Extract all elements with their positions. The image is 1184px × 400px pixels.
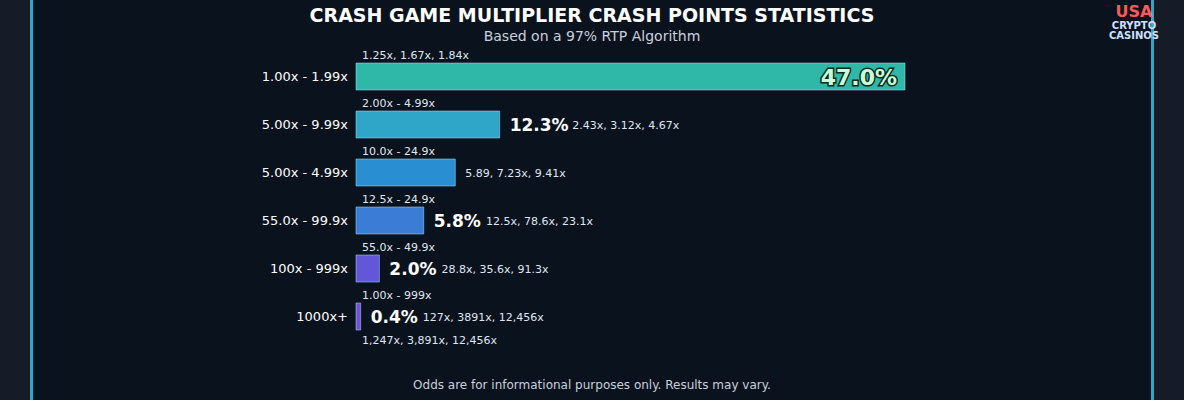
- svg-text:1.00x - 999x: 1.00x - 999x: [362, 289, 432, 302]
- svg-text:2.43x, 3.12x, 4.67x: 2.43x, 3.12x, 4.67x: [572, 119, 679, 132]
- html-text:CRYPTO: CRYPTO: [1111, 19, 1157, 31]
- svg-text:5.00x - 9.99x: 5.00x - 9.99x: [262, 117, 349, 132]
- svg-text:127x, 3891x, 12,456x: 127x, 3891x, 12,456x: [423, 311, 544, 324]
- svg-text:1,247x, 3,891x, 12,456x: 1,247x, 3,891x, 12,456x: [362, 334, 497, 347]
- html-text:CASINOS: CASINOS: [1109, 30, 1159, 42]
- html-text:Based on a 97% RTP Algorithm: Based on a 97% RTP Algorithm: [483, 28, 701, 44]
- svg-text:5.8%: 5.8%: [434, 211, 481, 231]
- svg-text:1.00x - 1.99x: 1.00x - 1.99x: [262, 69, 349, 84]
- svg-text:1000x+: 1000x+: [296, 309, 348, 324]
- html-text:Odds are for informational pur: Odds are for informational purposes only…: [413, 378, 771, 392]
- svg-text:55.0x - 99.9x: 55.0x - 99.9x: [262, 213, 349, 228]
- svg-text:12.3%: 12.3%: [510, 115, 569, 135]
- svg-text:2.00x - 4.99x: 2.00x - 4.99x: [362, 97, 435, 110]
- svg-text:28.8x, 35.6x, 91.3x: 28.8x, 35.6x, 91.3x: [442, 263, 549, 276]
- svg-text:55.0x - 49.9x: 55.0x - 49.9x: [362, 241, 435, 254]
- html-text:USA: USA: [1115, 2, 1153, 21]
- svg-text:47.0%: 47.0%: [821, 65, 897, 90]
- svg-text:5.89, 7.23x, 9.41x: 5.89, 7.23x, 9.41x: [465, 167, 566, 180]
- svg-text:12.5x, 78.6x, 23.1x: 12.5x, 78.6x, 23.1x: [486, 215, 593, 228]
- svg-text:0.4%: 0.4%: [371, 307, 418, 327]
- svg-text:100x - 999x: 100x - 999x: [270, 261, 348, 276]
- svg-text:1.25x, 1.67x, 1.84x: 1.25x, 1.67x, 1.84x: [362, 49, 469, 62]
- html-text:CRASH GAME MULTIPLIER CRASH PO: CRASH GAME MULTIPLIER CRASH POINTS STATI…: [309, 4, 875, 26]
- svg-text:5.00x - 4.99x: 5.00x - 4.99x: [262, 165, 349, 180]
- svg-text:10.0x - 24.9x: 10.0x - 24.9x: [362, 145, 435, 158]
- svg-text:2.0%: 2.0%: [389, 259, 436, 279]
- svg-text:12.5x - 24.9x: 12.5x - 24.9x: [362, 193, 435, 206]
